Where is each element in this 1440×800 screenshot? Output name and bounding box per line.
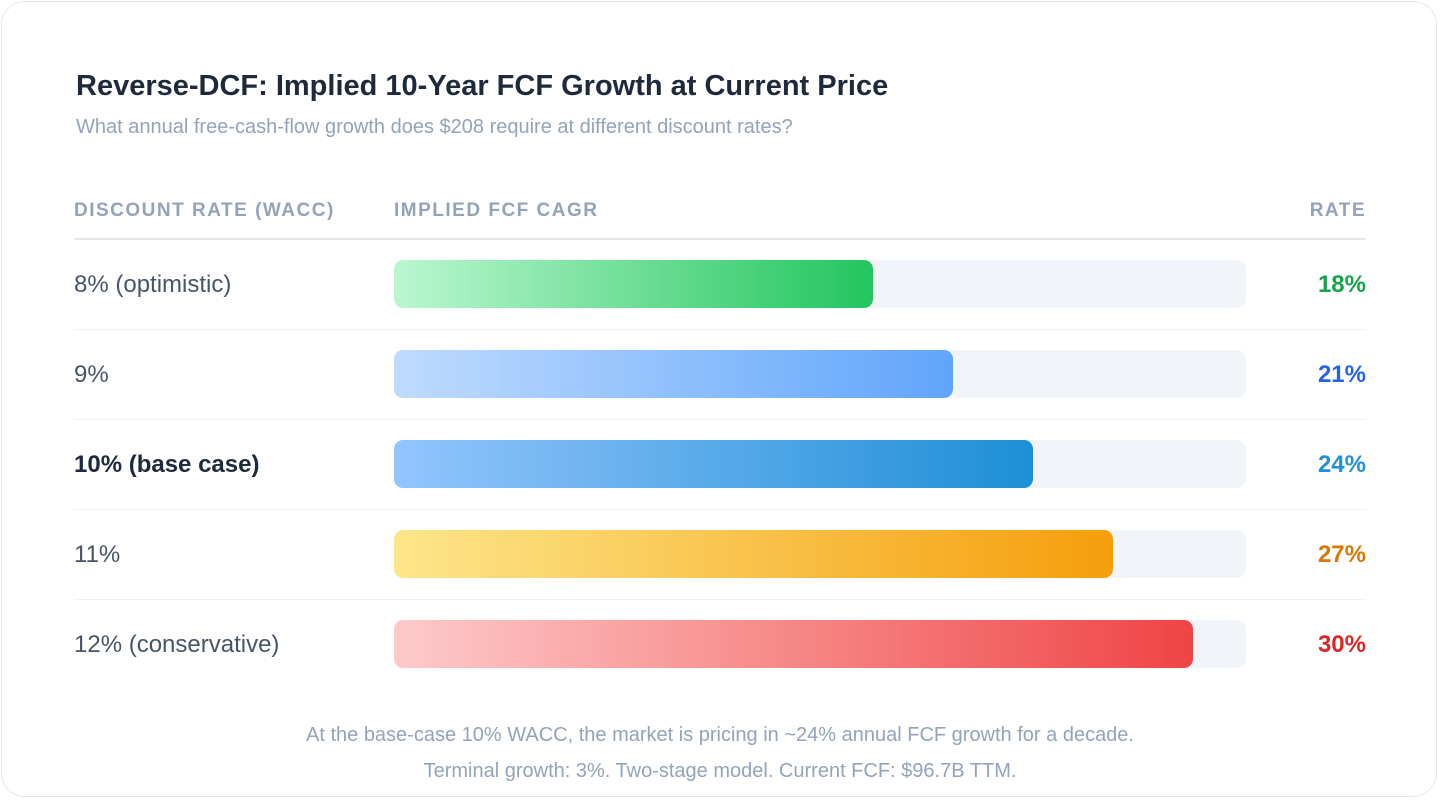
header-divider (74, 238, 1366, 240)
bar-row: 11% 27% (74, 510, 1366, 600)
category-label: 9% (74, 361, 109, 388)
bar-track (394, 350, 1246, 398)
category-label: 10% (base case) (74, 451, 260, 478)
column-header-rate: RATE (1309, 200, 1366, 221)
bar-track (394, 440, 1246, 488)
bar-track (394, 530, 1246, 578)
bar-row: 10% (base case) 24% (74, 420, 1366, 510)
value-label: 27% (1317, 541, 1366, 568)
bar-row: 8% (optimistic) 18% (74, 240, 1366, 330)
chart-subtitle: What annual free-cash-flow growth does $… (76, 116, 793, 138)
bar-track (394, 260, 1246, 308)
bar-track (394, 620, 1246, 668)
footnote-assumptions: Terminal growth: 3%. Two-stage model. Cu… (423, 760, 1017, 782)
value-label: 18% (1317, 271, 1366, 298)
category-label: 8% (optimistic) (74, 271, 232, 298)
value-label: 21% (1317, 361, 1366, 388)
category-label: 12% (conservative) (74, 631, 280, 658)
bar (394, 350, 953, 398)
bar (394, 530, 1113, 578)
bar (394, 440, 1033, 488)
value-label: 30% (1317, 631, 1366, 658)
bar-row: 9% 21% (74, 330, 1366, 420)
column-header-discount-rate: DISCOUNT RATE (WACC) (74, 200, 335, 221)
bar (394, 260, 873, 308)
category-label: 11% (74, 541, 121, 568)
column-header-implied-cagr: IMPLIED FCF CAGR (394, 200, 599, 221)
value-label: 24% (1317, 451, 1366, 478)
chart-title: Reverse-DCF: Implied 10-Year FCF Growth … (76, 70, 889, 102)
footnote-summary: At the base-case 10% WACC, the market is… (306, 724, 1134, 746)
bar-rows: 8% (optimistic) 18% 9% 21% 10% (base case) 24… (74, 240, 1366, 690)
bar-row: 12% (conservative) 30% (74, 600, 1366, 690)
bar (394, 620, 1193, 668)
